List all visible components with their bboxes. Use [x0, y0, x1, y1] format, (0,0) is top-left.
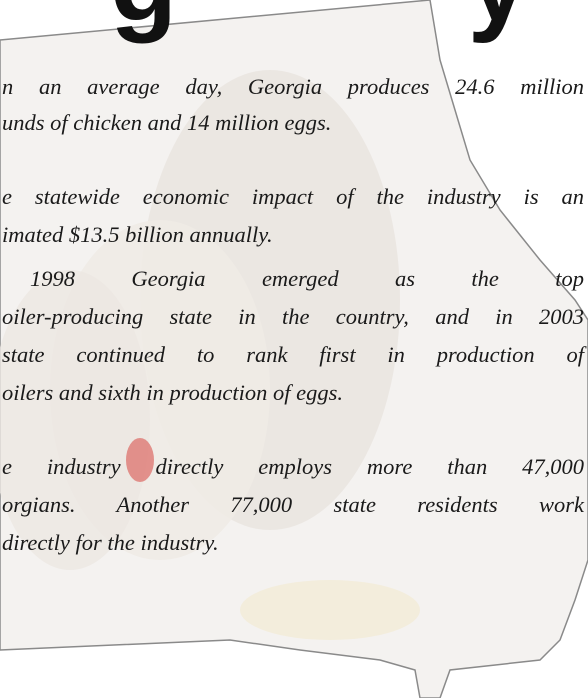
page: g y n an average day, Georgia produces 2… [0, 0, 588, 698]
text-line: e industry directly employs more than 47… [2, 456, 584, 479]
text-line: directly for the industry. [2, 532, 584, 555]
text-line: 1998 Georgia emerged as the top [30, 268, 584, 291]
text-line: state continued to rank first in product… [2, 344, 584, 367]
text-line: e statewide economic impact of the indus… [2, 186, 584, 209]
text-line: oiler-producing state in the country, an… [2, 306, 584, 329]
heading: g y [0, 0, 588, 38]
text-line: oilers and sixth in production of eggs. [2, 382, 584, 405]
text-line: n an average day, Georgia produces 24.6 … [2, 76, 584, 99]
text-line: imated $13.5 billion annually. [2, 224, 584, 247]
text-line: unds of chicken and 14 million eggs. [2, 112, 584, 135]
text-line: orgians. Another 77,000 state residents … [2, 494, 584, 517]
chicks [240, 580, 420, 640]
